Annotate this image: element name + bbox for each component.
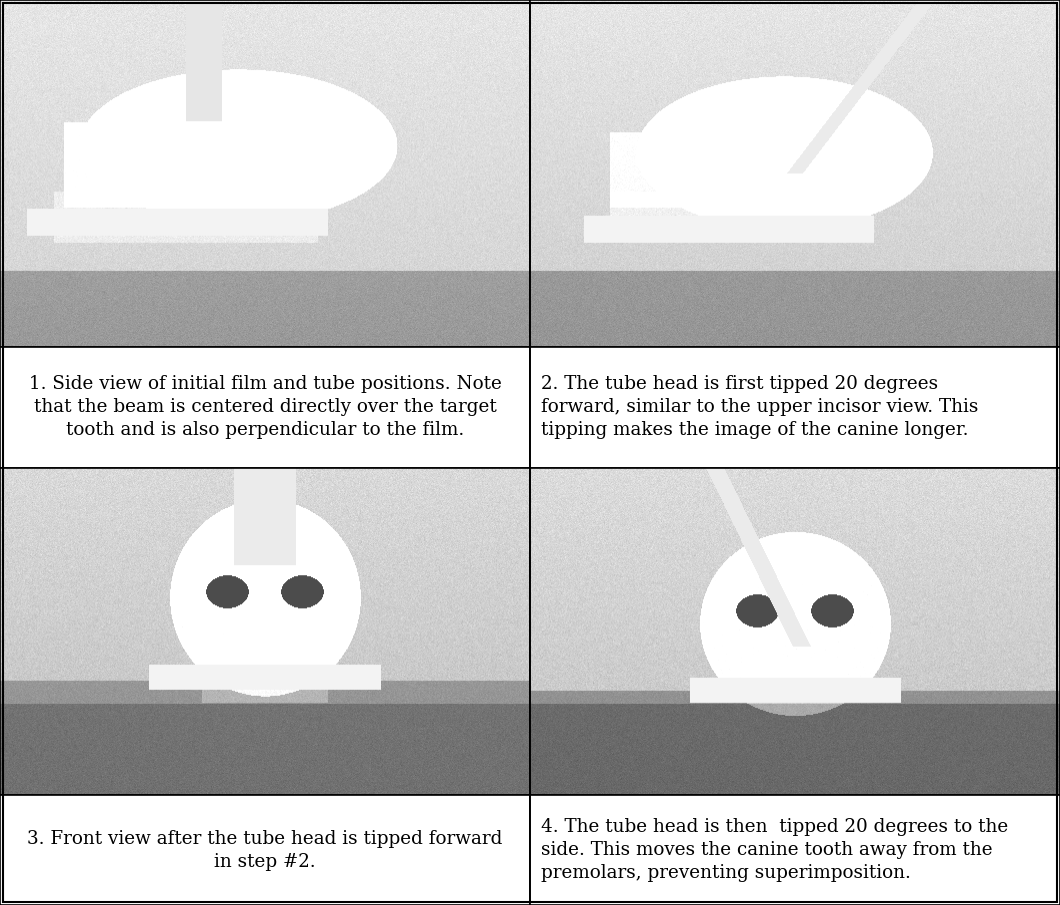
Text: 1. Side view of initial film and tube positions. Note
that the beam is centered : 1. Side view of initial film and tube po… <box>29 376 501 439</box>
Text: 4. The tube head is then  tipped 20 degrees to the
side. This moves the canine t: 4. The tube head is then tipped 20 degre… <box>541 818 1008 882</box>
Text: 3. Front view after the tube head is tipped forward
in step #2.: 3. Front view after the tube head is tip… <box>28 830 502 871</box>
Text: 2. The tube head is first tipped 20 degrees
forward, similar to the upper inciso: 2. The tube head is first tipped 20 degr… <box>541 376 978 439</box>
